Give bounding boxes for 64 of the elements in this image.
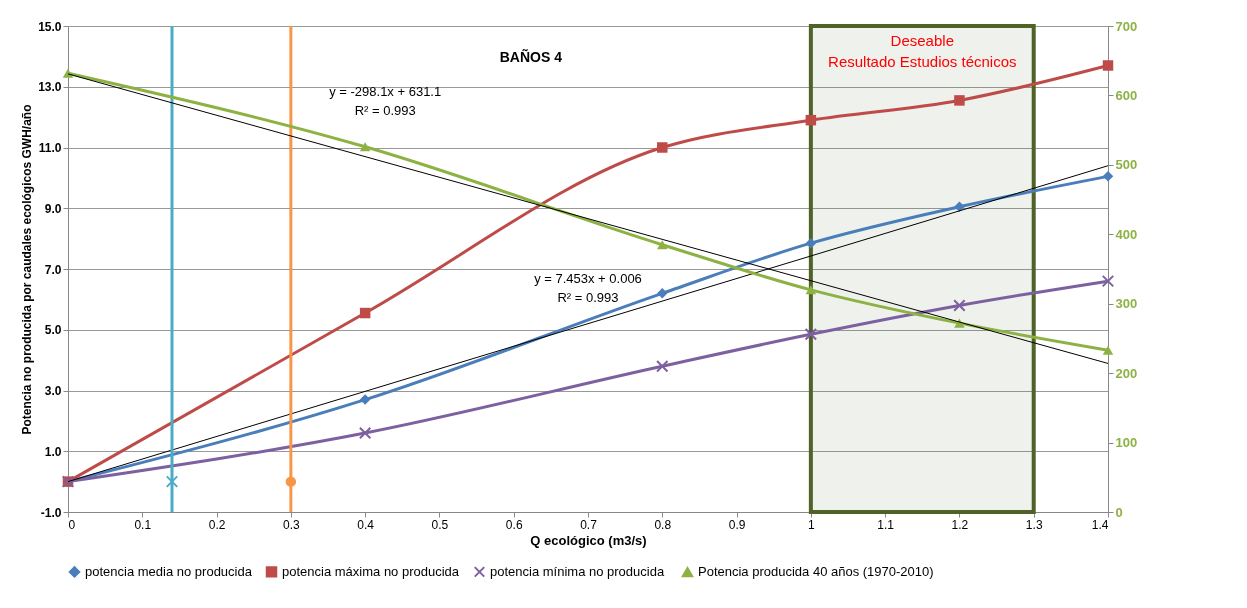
point <box>657 288 668 299</box>
x-tick-label: 0 <box>68 517 76 532</box>
point <box>359 394 371 405</box>
y-tick-label: 9.0 <box>44 201 62 216</box>
y-tick-label: 13.0 <box>38 80 62 95</box>
point <box>953 299 966 312</box>
x-tick-label: 0.8 <box>654 517 672 532</box>
point <box>1101 274 1115 288</box>
annotation: y = 7.453x + 0.006 <box>534 270 642 286</box>
text: BAÑOS 4 <box>499 48 563 65</box>
x-tick-label: 0.2 <box>208 517 226 532</box>
point <box>1102 345 1114 355</box>
y-tick-label: 3.0 <box>44 384 62 398</box>
legend-label: potencia máxima no producida <box>282 563 460 579</box>
legend-label: potencia media no producida <box>85 563 253 579</box>
point <box>358 426 372 440</box>
x-tick-label: 0.7 <box>580 517 598 532</box>
point <box>657 142 668 153</box>
annotation: R² = 0.993 <box>354 103 416 119</box>
point <box>954 201 965 212</box>
point <box>1102 171 1114 182</box>
annotation: y = -298.1x + 631.1 <box>329 83 442 99</box>
point <box>954 95 965 106</box>
x-tick-label: 1.3 <box>1025 517 1043 532</box>
y-tick-label: 1.0 <box>44 444 62 459</box>
point <box>165 475 179 488</box>
y-tick-label: 15.0 <box>38 19 62 34</box>
x-tick-label: 1.1 <box>877 517 895 532</box>
point <box>1102 60 1114 71</box>
point <box>804 328 818 341</box>
point <box>805 114 817 126</box>
x-tick-label: 1.4 <box>1091 517 1109 532</box>
x-tick-label: 0.9 <box>728 517 746 532</box>
y-tick-label: 11.0 <box>38 141 62 155</box>
y2-tick-label: 0 <box>1115 504 1123 520</box>
y2-tick-label: 600 <box>1115 87 1138 103</box>
x-tick-label: 0.6 <box>505 517 523 532</box>
point <box>805 237 817 249</box>
y-axis-title: Potencia no producida por caudales ecológicos GWH/año <box>20 104 35 435</box>
point <box>359 307 371 319</box>
y2-tick-label: 700 <box>1115 18 1138 34</box>
x-tick-label: 0.3 <box>283 517 301 532</box>
y2-tick-label: 400 <box>1115 226 1138 242</box>
y-tick-label: 5.0 <box>44 323 62 338</box>
x-tick-label: 1 <box>808 517 816 532</box>
y2-tick-label: 500 <box>1115 157 1138 173</box>
x-tick-label: 0.5 <box>431 517 449 532</box>
x-axis-title: Q ecológico (m3/s) <box>530 532 647 548</box>
annotation: R² = 0.993 <box>557 290 619 306</box>
point <box>657 240 668 250</box>
y2-tick-label: 200 <box>1115 365 1138 381</box>
x-tick-label: 0.1 <box>134 517 152 532</box>
y2-tick-label: 100 <box>1115 435 1138 451</box>
y2-tick-label: 300 <box>1115 296 1138 312</box>
band-label: Deseable Resultado Estudios técnicos <box>828 32 1017 70</box>
x-tick-label: 0.4 <box>357 517 375 532</box>
point <box>805 285 817 295</box>
legend-label: potencia mínima no producida <box>490 563 665 579</box>
y-tick-label: 7.0 <box>44 262 62 277</box>
x-tick-label: 1.2 <box>951 517 969 532</box>
y-tick-label: -1.0 <box>40 505 62 520</box>
legend-label: Potencia producida 40 años (1970-2010) <box>698 564 934 580</box>
point <box>656 359 669 373</box>
point <box>359 142 371 152</box>
